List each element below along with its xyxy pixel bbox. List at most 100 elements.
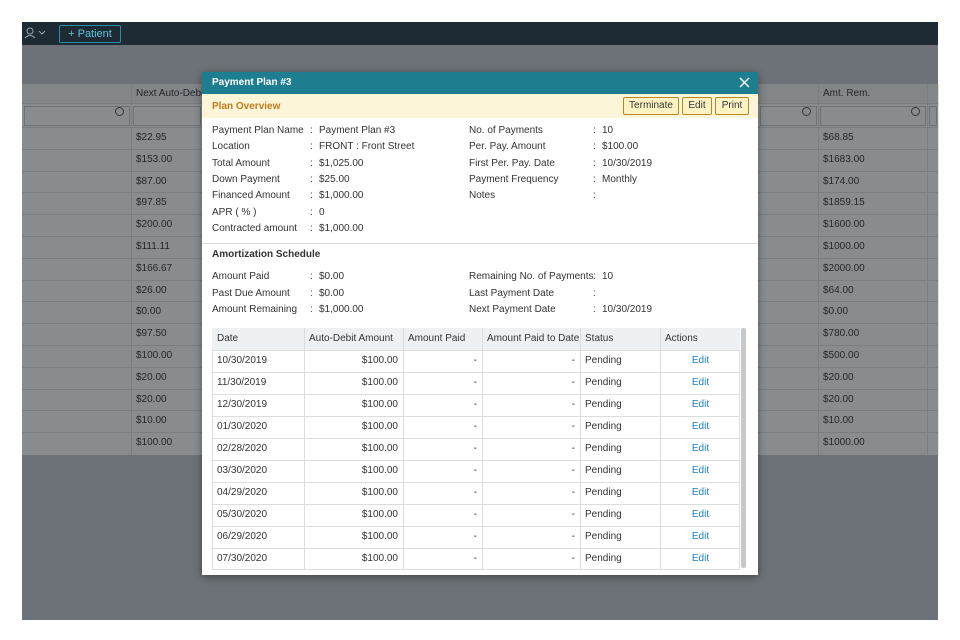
schedule-header [212, 328, 740, 350]
col-header: Amount Paid [408, 333, 466, 344]
field-label: APR ( % ) [212, 206, 257, 218]
payment-plan-modal: Payment Plan #3 Plan Overview Amortizati… [202, 72, 758, 575]
field-label: Financed Amount [212, 190, 290, 202]
amortization-title: Amortization Schedule [212, 249, 321, 260]
row-line [212, 438, 740, 439]
field-value: $1,000.00 [319, 190, 364, 202]
field-separator: : [310, 304, 313, 315]
field-label: Payment Plan Name [212, 125, 304, 136]
field-value: Monthly [602, 173, 638, 185]
cell: - [571, 487, 575, 498]
cell: - [473, 487, 477, 498]
field-separator: : [593, 190, 596, 202]
row-line [212, 504, 740, 505]
field-label: Remaining No. of Payments [469, 271, 594, 282]
field-label: First Per. Pay. Date [469, 157, 555, 169]
cell: 03/30/2020 [217, 465, 268, 476]
cell: Pending [585, 421, 622, 432]
col-header: Status [585, 333, 614, 344]
col-header: Amount Paid to Date [487, 333, 580, 344]
col-line [580, 328, 581, 570]
field-value: 10/30/2019 [602, 157, 653, 169]
field-separator: : [593, 287, 596, 299]
edit-link[interactable]: Edit [691, 487, 710, 498]
field-label: Per. Pay. Amount [469, 141, 546, 153]
field-value: 10/30/2019 [602, 304, 653, 315]
row-line [212, 416, 740, 417]
field-separator: : [593, 271, 596, 282]
cell: - [473, 399, 477, 410]
cell: 12/30/2019 [217, 399, 268, 410]
cell: Pending [585, 487, 622, 498]
edit-link[interactable]: Edit [691, 509, 710, 520]
top-bar [22, 22, 938, 45]
col-line [403, 328, 404, 570]
cell: - [571, 443, 575, 454]
cell: $100.00 [361, 487, 398, 498]
cell: - [571, 355, 575, 366]
field-label: Total Amount [212, 157, 270, 169]
field-separator: : [593, 141, 596, 153]
col-header: Actions [665, 333, 698, 344]
cell: 05/30/2020 [217, 509, 268, 520]
row-line [212, 372, 740, 373]
edit-link[interactable]: Edit [691, 465, 710, 476]
field-label: Next Payment Date [469, 304, 556, 315]
cell: $100.00 [361, 355, 398, 366]
cell: - [473, 377, 477, 388]
cell: - [571, 399, 575, 410]
edit-link[interactable]: Edit [691, 355, 710, 366]
cell: $100.00 [361, 399, 398, 410]
cell: Pending [585, 509, 622, 520]
field-label: Down Payment [212, 173, 280, 185]
row-line [212, 526, 740, 527]
cell: Pending [585, 553, 622, 564]
field-value: FRONT : Front Street [319, 141, 415, 153]
close-button[interactable] [739, 77, 750, 88]
cell: - [473, 509, 477, 520]
cell: 01/30/2020 [217, 421, 268, 432]
add-patient-button[interactable]: + Patient [59, 25, 121, 43]
cell: 11/30/2019 [217, 377, 267, 388]
modal-header [202, 72, 758, 94]
field-label: Contracted amount [212, 222, 298, 234]
cell: 02/28/2020 [217, 443, 268, 454]
edit-link[interactable]: Edit [691, 377, 710, 388]
cell: - [571, 377, 575, 388]
cell: Pending [585, 377, 622, 388]
row-line [212, 482, 740, 483]
edit-link[interactable]: Edit [691, 443, 710, 454]
field-separator: : [310, 287, 313, 299]
cell: $100.00 [361, 465, 398, 476]
field-separator: : [310, 173, 313, 185]
action-button[interactable]: Terminate [623, 97, 679, 115]
scrollbar[interactable] [741, 328, 746, 568]
edit-link[interactable]: Edit [691, 531, 710, 542]
modal-title: Payment Plan #3 [212, 77, 292, 88]
field-value: $0.00 [319, 287, 345, 299]
edit-link[interactable]: Edit [691, 399, 710, 410]
action-button[interactable]: Print [715, 97, 749, 115]
edit-link[interactable]: Edit [691, 421, 710, 432]
cell: Pending [585, 465, 622, 476]
edit-link[interactable]: Edit [691, 553, 710, 564]
cell: 10/30/2019 [217, 355, 268, 366]
cell: - [571, 531, 575, 542]
cell: $100.00 [361, 531, 398, 542]
field-value: $1,025.00 [319, 157, 364, 169]
row-line [212, 394, 740, 395]
field-value: 10 [602, 271, 614, 282]
field-separator: : [310, 190, 313, 202]
col-line [304, 328, 305, 570]
cell: - [571, 465, 575, 476]
cell: - [571, 421, 575, 432]
user-menu[interactable] [24, 26, 50, 40]
field-label: Past Due Amount [212, 287, 290, 299]
cell: - [473, 355, 477, 366]
field-value: Payment Plan #3 [319, 125, 396, 136]
field-separator: : [593, 125, 596, 136]
col-line [482, 328, 483, 570]
action-button[interactable]: Edit [682, 97, 712, 115]
field-value: 10 [602, 125, 614, 136]
